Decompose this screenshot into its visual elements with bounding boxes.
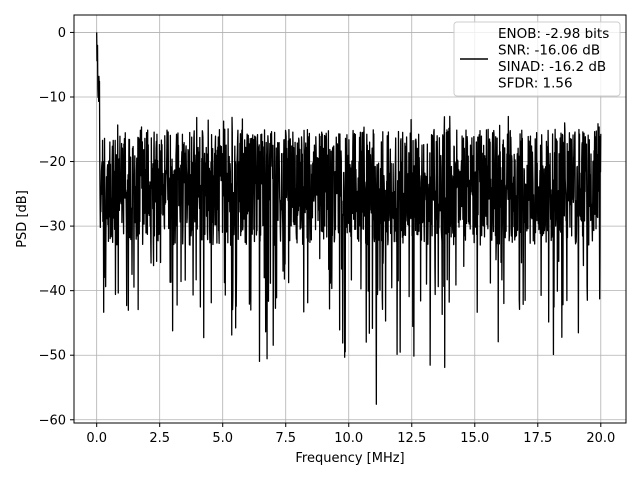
legend-series-label: ENOB: -2.98 bits SNR: -16.06 dB SINAD: -16… xyxy=(498,26,609,92)
x-tick-label: 2.5 xyxy=(149,431,170,446)
legend-box xyxy=(453,21,621,97)
plot-frame xyxy=(73,14,627,424)
y-tick-label: −10 xyxy=(39,90,66,105)
y-tick-label: −20 xyxy=(39,155,66,170)
legend: ENOB: -2.98 bits SNR: -16.06 dB SINAD: -16… xyxy=(453,21,621,97)
y-axis-label: PSD [dB] xyxy=(15,190,30,248)
x-tick-label: 20.0 xyxy=(586,431,615,446)
y-tick-label: −50 xyxy=(39,349,66,364)
x-axis-ticks: 0.0 2.5 5.0 7.5 10.0 12.5 15.0 17.5 20.0 xyxy=(86,423,615,446)
legend-line-text: SNR: -16.06 dB xyxy=(498,43,600,59)
x-tick-label: 15.0 xyxy=(460,431,489,446)
legend-line-text: SINAD: -16.2 dB xyxy=(498,59,606,75)
x-tick-label: 10.0 xyxy=(334,431,363,446)
psd-trace xyxy=(96,32,602,405)
x-tick-label: 17.5 xyxy=(523,431,552,446)
x-axis-label: Frequency [MHz] xyxy=(295,451,404,466)
y-tick-label: −30 xyxy=(39,220,66,235)
y-tick-label: −60 xyxy=(39,413,66,428)
x-tick-label: 12.5 xyxy=(397,431,426,446)
legend-line-text: SFDR: 1.56 xyxy=(498,76,573,92)
x-tick-label: 7.5 xyxy=(275,431,296,446)
x-tick-label: 0.0 xyxy=(86,431,107,446)
legend-line-text: ENOB: -2.98 bits xyxy=(498,26,609,42)
y-axis-ticks: 0 −10 −20 −30 −40 −50 −60 xyxy=(39,26,74,428)
x-tick-label: 5.0 xyxy=(212,431,233,446)
y-tick-label: 0 xyxy=(58,26,66,41)
y-tick-label: −40 xyxy=(39,284,66,299)
psd-series-line xyxy=(96,32,602,405)
